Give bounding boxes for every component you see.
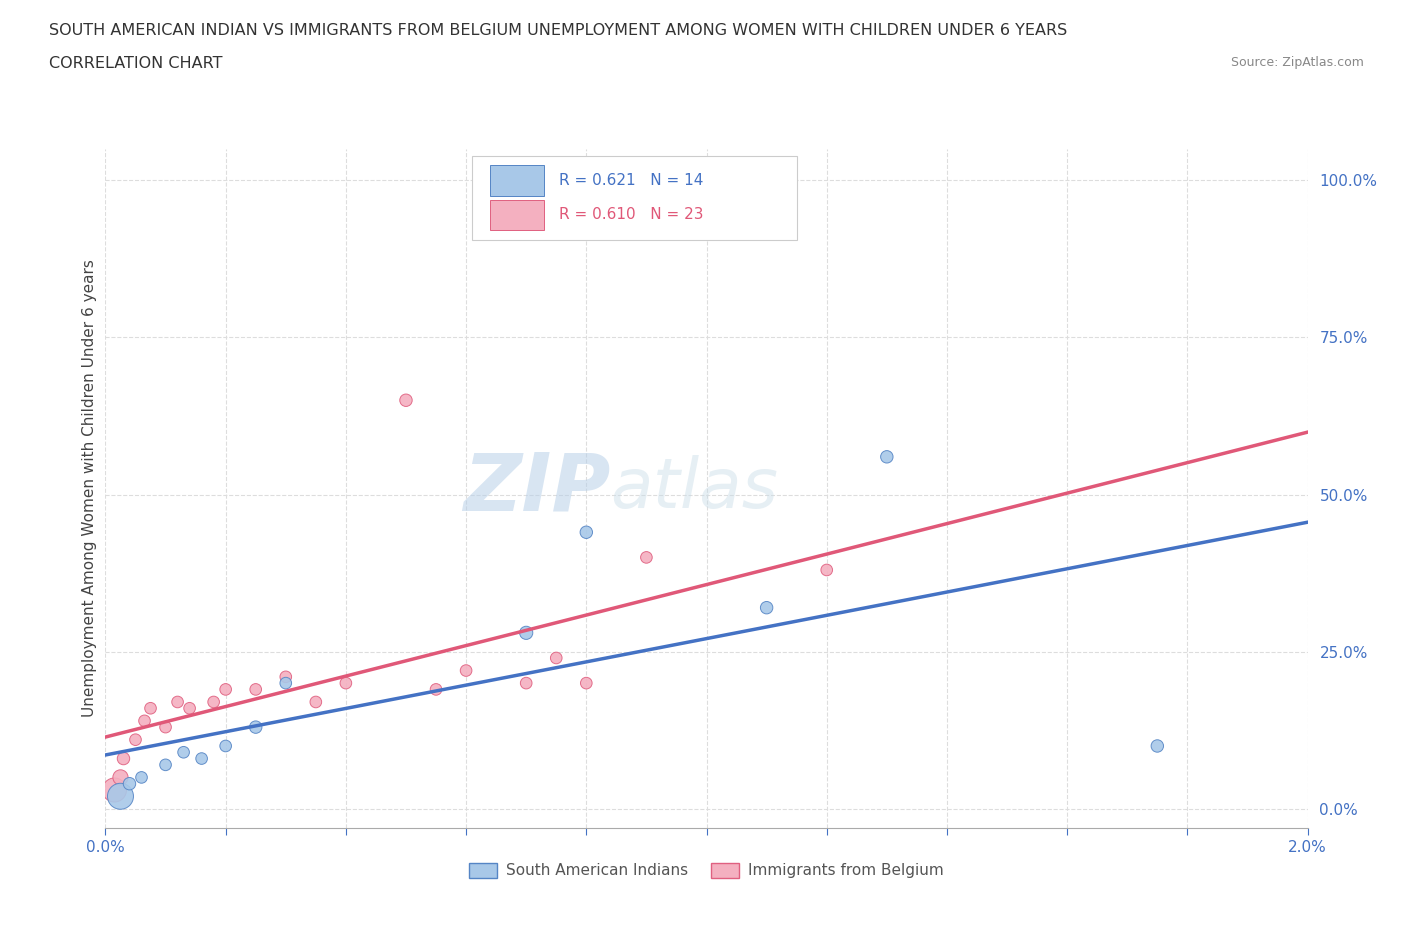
Point (335, 676, 357, 691)
Point (112, 751, 135, 766)
Point (575, 525, 598, 539)
FancyBboxPatch shape (472, 155, 797, 241)
Point (110, 789, 132, 804)
Point (1146, 738, 1168, 753)
Text: R = 0.610   N = 23: R = 0.610 N = 23 (558, 207, 703, 222)
Point (131, 770, 153, 785)
FancyBboxPatch shape (491, 200, 544, 231)
Text: atlas: atlas (610, 455, 779, 522)
Point (274, 676, 297, 691)
Point (139, 701, 162, 716)
Point (245, 720, 267, 735)
Point (166, 695, 188, 710)
Point (173, 745, 195, 760)
FancyBboxPatch shape (491, 166, 544, 195)
Text: Source: ZipAtlas.com: Source: ZipAtlas.com (1230, 56, 1364, 69)
Point (274, 670, 297, 684)
Point (245, 682, 267, 697)
Point (190, 751, 212, 766)
Legend: South American Indians, Immigrants from Belgium: South American Indians, Immigrants from … (464, 857, 949, 884)
Point (155, 757, 177, 772)
Point (515, 676, 537, 691)
Point (546, 651, 568, 666)
Point (755, 600, 778, 615)
Point (214, 738, 236, 753)
Point (876, 449, 898, 464)
Point (110, 770, 132, 785)
Text: SOUTH AMERICAN INDIAN VS IMMIGRANTS FROM BELGIUM UNEMPLOYMENT AMONG WOMEN WITH C: SOUTH AMERICAN INDIAN VS IMMIGRANTS FROM… (49, 23, 1067, 38)
Point (815, 563, 838, 578)
Point (103, 782, 125, 797)
Text: R = 0.621   N = 14: R = 0.621 N = 14 (558, 173, 703, 188)
Point (515, 625, 537, 640)
Point (124, 732, 146, 747)
Point (425, 682, 447, 697)
Point (395, 392, 418, 407)
Point (155, 720, 177, 735)
Text: ZIP: ZIP (463, 449, 610, 527)
Point (636, 550, 658, 565)
Point (134, 713, 156, 728)
Point (305, 695, 328, 710)
Point (214, 682, 236, 697)
Point (118, 777, 141, 791)
Point (454, 663, 477, 678)
Point (179, 701, 201, 716)
Point (202, 695, 225, 710)
Y-axis label: Unemployment Among Women with Children Under 6 years: Unemployment Among Women with Children U… (82, 259, 97, 717)
Point (575, 676, 598, 691)
Text: CORRELATION CHART: CORRELATION CHART (49, 56, 222, 71)
